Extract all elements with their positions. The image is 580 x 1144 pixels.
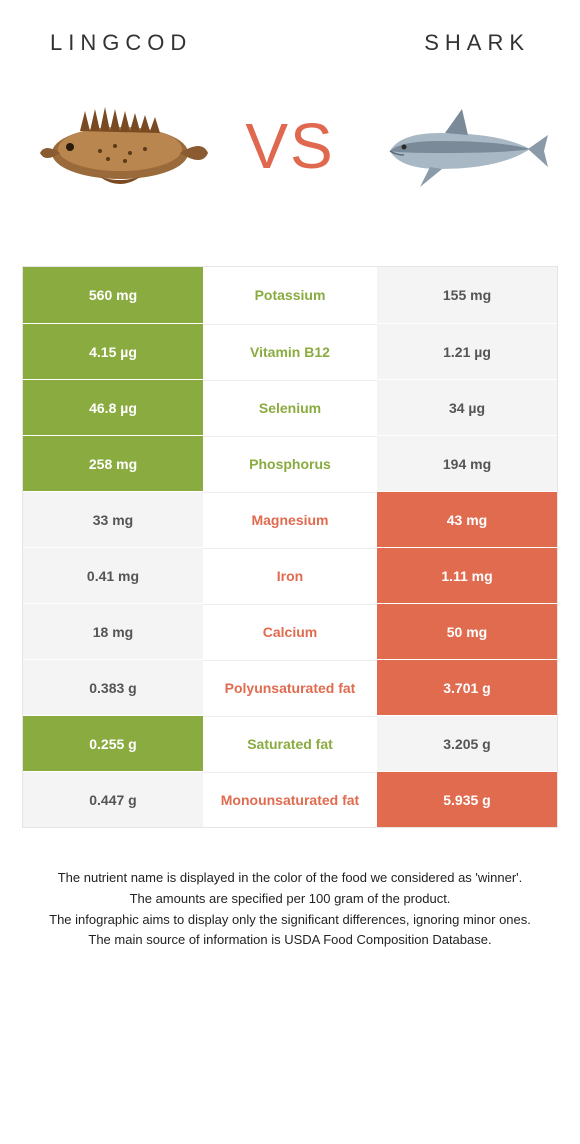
table-row: 0.41 mgIron1.11 mg [23, 547, 557, 603]
nutrient-label: Monounsaturated fat [203, 772, 377, 827]
table-row: 560 mgPotassium155 mg [23, 267, 557, 323]
right-value: 1.21 µg [377, 324, 557, 379]
vs-label: VS [245, 109, 334, 183]
right-value: 34 µg [377, 380, 557, 435]
table-row: 33 mgMagnesium43 mg [23, 491, 557, 547]
left-value: 4.15 µg [23, 324, 203, 379]
images-row: VS [0, 66, 580, 246]
left-value: 33 mg [23, 492, 203, 547]
shark-image [370, 76, 550, 216]
left-value: 0.447 g [23, 772, 203, 827]
table-row: 258 mgPhosphorus194 mg [23, 435, 557, 491]
nutrient-label: Saturated fat [203, 716, 377, 771]
left-value: 0.255 g [23, 716, 203, 771]
nutrient-label: Vitamin B12 [203, 324, 377, 379]
right-value: 50 mg [377, 604, 557, 659]
left-value: 560 mg [23, 267, 203, 323]
nutrient-label: Selenium [203, 380, 377, 435]
left-value: 46.8 µg [23, 380, 203, 435]
right-value: 194 mg [377, 436, 557, 491]
right-value: 155 mg [377, 267, 557, 323]
left-value: 18 mg [23, 604, 203, 659]
footer-line-2: The amounts are specified per 100 gram o… [30, 889, 550, 910]
right-value: 43 mg [377, 492, 557, 547]
right-value: 3.701 g [377, 660, 557, 715]
nutrient-label: Polyunsaturated fat [203, 660, 377, 715]
table-row: 18 mgCalcium50 mg [23, 603, 557, 659]
nutrient-label: Magnesium [203, 492, 377, 547]
footer-line-4: The main source of information is USDA F… [30, 930, 550, 951]
left-value: 0.383 g [23, 660, 203, 715]
nutrient-label: Potassium [203, 267, 377, 323]
nutrient-label: Calcium [203, 604, 377, 659]
left-value: 0.41 mg [23, 548, 203, 603]
nutrient-label: Phosphorus [203, 436, 377, 491]
nutrient-label: Iron [203, 548, 377, 603]
footer-line-3: The infographic aims to display only the… [30, 910, 550, 931]
table-row: 0.447 gMonounsaturated fat5.935 g [23, 771, 557, 827]
footer-notes: The nutrient name is displayed in the co… [30, 868, 550, 951]
right-value: 5.935 g [377, 772, 557, 827]
right-food-title: SHARK [424, 30, 530, 56]
right-value: 1.11 mg [377, 548, 557, 603]
table-row: 0.255 gSaturated fat3.205 g [23, 715, 557, 771]
lingcod-image [30, 76, 210, 216]
left-food-title: LINGCOD [50, 30, 192, 56]
comparison-table: 560 mgPotassium155 mg4.15 µgVitamin B121… [22, 266, 558, 828]
table-row: 0.383 gPolyunsaturated fat3.701 g [23, 659, 557, 715]
table-row: 46.8 µgSelenium34 µg [23, 379, 557, 435]
left-value: 258 mg [23, 436, 203, 491]
header: LINGCOD SHARK [0, 0, 580, 66]
table-row: 4.15 µgVitamin B121.21 µg [23, 323, 557, 379]
right-value: 3.205 g [377, 716, 557, 771]
footer-line-1: The nutrient name is displayed in the co… [30, 868, 550, 889]
